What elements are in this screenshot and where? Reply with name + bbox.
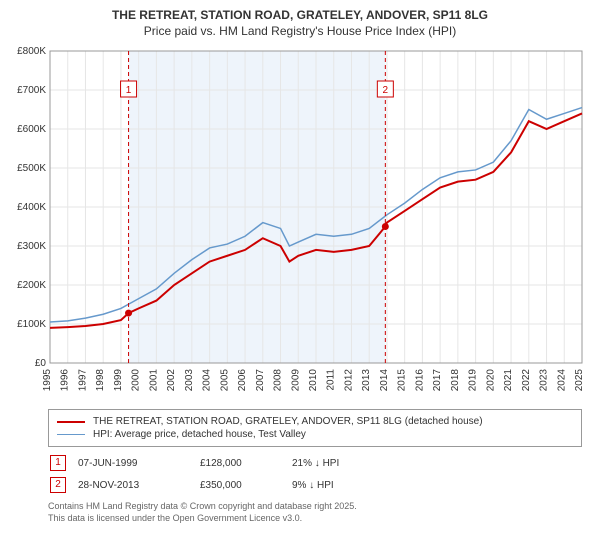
svg-text:2018: 2018 bbox=[450, 369, 461, 392]
line-chart-svg: £0 £100K £200K £300K £400K £500K £600K £700K £80… bbox=[8, 43, 592, 403]
svg-text:2003: 2003 bbox=[184, 369, 195, 392]
svg-text:2011: 2011 bbox=[326, 369, 337, 391]
svg-text:1995: 1995 bbox=[42, 369, 53, 392]
svg-text:2010: 2010 bbox=[308, 369, 319, 392]
legend-label-2: HPI: Average price, detached house, Test… bbox=[93, 429, 306, 440]
event-price: £128,000 bbox=[200, 453, 290, 473]
event-date: 28-NOV-2013 bbox=[78, 475, 198, 495]
svg-text:1996: 1996 bbox=[60, 369, 71, 392]
svg-text:£0: £0 bbox=[35, 358, 47, 369]
legend-swatch-1 bbox=[57, 421, 85, 423]
event-price: £350,000 bbox=[200, 475, 290, 495]
svg-text:2005: 2005 bbox=[219, 369, 230, 392]
svg-text:2017: 2017 bbox=[432, 369, 443, 392]
svg-text:£500K: £500K bbox=[17, 163, 46, 174]
svg-text:2013: 2013 bbox=[361, 369, 372, 392]
svg-text:£400K: £400K bbox=[17, 202, 46, 213]
event-marker: 1 bbox=[50, 455, 66, 471]
svg-text:2: 2 bbox=[383, 85, 389, 96]
chart-title: THE RETREAT, STATION ROAD, GRATELEY, AND… bbox=[8, 8, 592, 39]
svg-text:£300K: £300K bbox=[17, 241, 46, 252]
footer-line1: Contains HM Land Registry data © Crown c… bbox=[48, 501, 582, 513]
legend-row-1: THE RETREAT, STATION ROAD, GRATELEY, AND… bbox=[57, 415, 573, 428]
svg-text:1997: 1997 bbox=[77, 369, 88, 392]
event-delta: 21% ↓ HPI bbox=[292, 453, 349, 473]
svg-text:2014: 2014 bbox=[379, 369, 390, 392]
title-line2: Price paid vs. HM Land Registry's House … bbox=[144, 24, 456, 38]
event-marker: 2 bbox=[50, 477, 66, 493]
title-line1: THE RETREAT, STATION ROAD, GRATELEY, AND… bbox=[112, 8, 488, 22]
svg-text:1: 1 bbox=[126, 85, 132, 96]
footer: Contains HM Land Registry data © Crown c… bbox=[48, 501, 582, 524]
svg-text:£200K: £200K bbox=[17, 280, 46, 291]
svg-text:2007: 2007 bbox=[255, 369, 266, 392]
svg-text:2009: 2009 bbox=[290, 369, 301, 392]
legend-swatch-2 bbox=[57, 434, 85, 435]
legend-row-2: HPI: Average price, detached house, Test… bbox=[57, 428, 573, 441]
events-table: 1 07-JUN-1999 £128,000 21% ↓ HPI 2 28-NO… bbox=[48, 451, 351, 497]
footer-line2: This data is licensed under the Open Gov… bbox=[48, 513, 582, 525]
svg-text:£600K: £600K bbox=[17, 124, 46, 135]
event-row: 2 28-NOV-2013 £350,000 9% ↓ HPI bbox=[50, 475, 349, 495]
legend-label-1: THE RETREAT, STATION ROAD, GRATELEY, AND… bbox=[93, 416, 483, 427]
svg-text:2023: 2023 bbox=[539, 369, 550, 392]
svg-text:2015: 2015 bbox=[397, 369, 408, 392]
legend: THE RETREAT, STATION ROAD, GRATELEY, AND… bbox=[48, 409, 582, 447]
svg-text:2021: 2021 bbox=[503, 369, 514, 392]
svg-text:2022: 2022 bbox=[521, 369, 532, 392]
svg-text:2006: 2006 bbox=[237, 369, 248, 392]
svg-text:£700K: £700K bbox=[17, 85, 46, 96]
svg-text:£100K: £100K bbox=[17, 319, 46, 330]
svg-text:2004: 2004 bbox=[202, 369, 213, 392]
svg-text:2019: 2019 bbox=[468, 369, 479, 392]
svg-text:2024: 2024 bbox=[556, 369, 567, 392]
svg-text:2020: 2020 bbox=[485, 369, 496, 392]
svg-text:2000: 2000 bbox=[131, 369, 142, 392]
chart-area: £0 £100K £200K £300K £400K £500K £600K £700K £80… bbox=[8, 43, 592, 403]
svg-text:1999: 1999 bbox=[113, 369, 124, 392]
svg-text:2008: 2008 bbox=[273, 369, 284, 392]
svg-text:2012: 2012 bbox=[343, 369, 354, 392]
svg-text:2002: 2002 bbox=[166, 369, 177, 392]
event-date: 07-JUN-1999 bbox=[78, 453, 198, 473]
svg-text:2016: 2016 bbox=[414, 369, 425, 392]
svg-text:2025: 2025 bbox=[574, 369, 585, 392]
svg-text:£800K: £800K bbox=[17, 46, 46, 57]
event-row: 1 07-JUN-1999 £128,000 21% ↓ HPI bbox=[50, 453, 349, 473]
event-delta: 9% ↓ HPI bbox=[292, 475, 349, 495]
svg-text:1998: 1998 bbox=[95, 369, 106, 392]
svg-text:2001: 2001 bbox=[148, 369, 159, 392]
